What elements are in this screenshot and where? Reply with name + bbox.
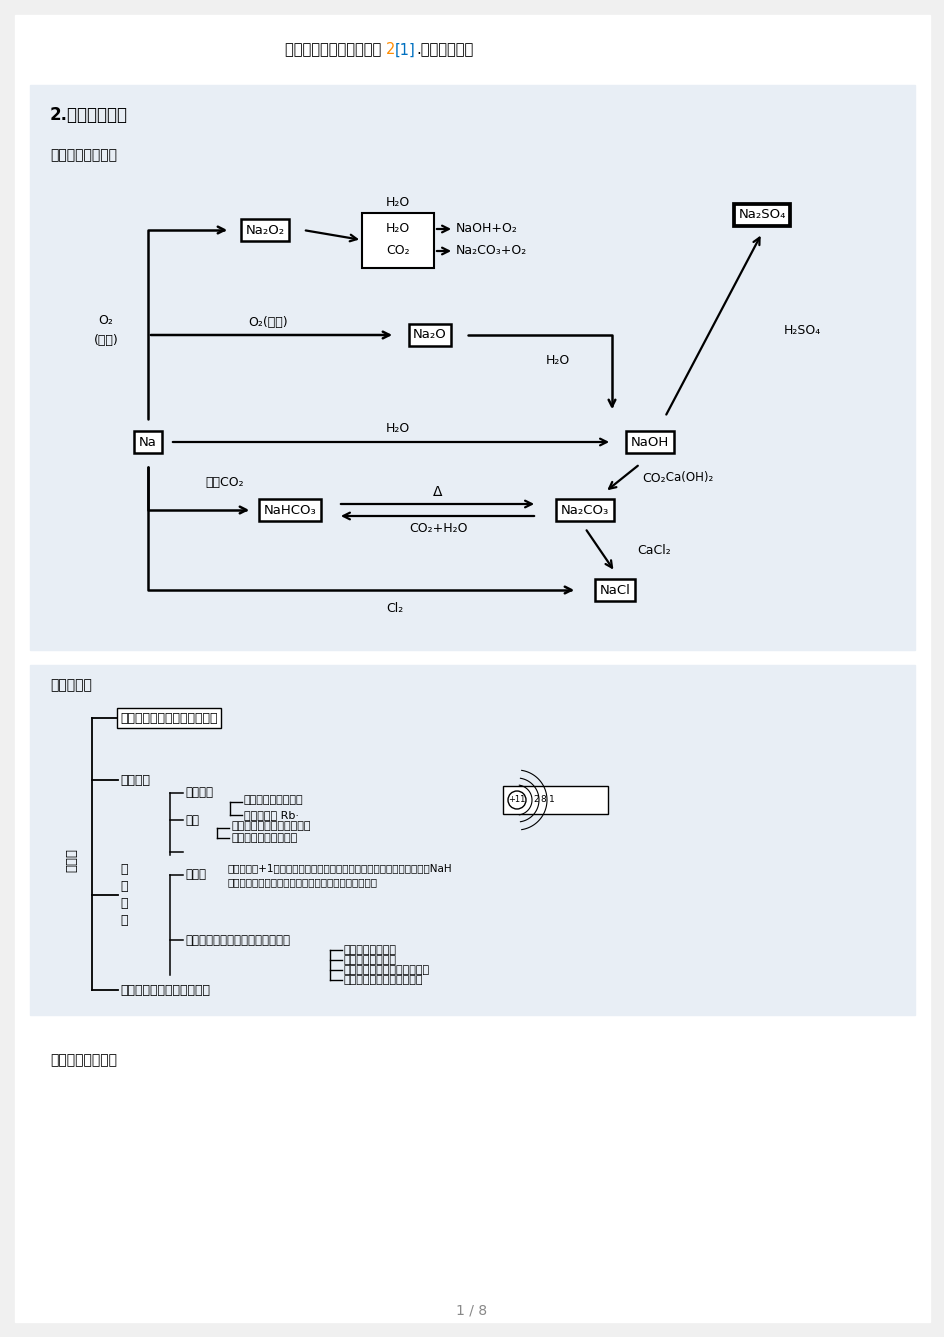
Text: 不同点：电子层数不同: 不同点：电子层数不同	[230, 833, 297, 844]
Text: 最高正价为+1，无气态氢化物，但能形成典型离子化合物的氧化物，如NaH: 最高正价为+1，无气态氢化物，但能形成典型离子化合物的氧化物，如NaH	[228, 862, 452, 873]
FancyBboxPatch shape	[362, 213, 433, 267]
Text: 原子结构: 原子结构	[120, 774, 150, 786]
Text: 电子式；铷 Rb·: 电子式；铷 Rb·	[244, 810, 298, 820]
Text: CO₂: CO₂	[641, 472, 665, 484]
Text: 原子半径由小到大: 原子半径由小到大	[344, 945, 396, 955]
Bar	[502, 786, 607, 814]
Text: 2.元素与化合物: 2.元素与化合物	[50, 106, 127, 124]
Text: +11: +11	[508, 796, 525, 805]
Circle shape	[508, 792, 526, 809]
Text: [1]: [1]	[395, 43, 415, 57]
Text: 相同点：最外层电子数相同: 相同点：最外层电子数相同	[230, 821, 311, 832]
Text: Na: Na	[139, 436, 157, 448]
Text: (燃烧): (燃烧)	[93, 333, 118, 346]
Text: Cl₂: Cl₂	[386, 602, 403, 615]
Text: Na₂CO₃: Na₂CO₃	[561, 504, 609, 516]
Text: 高中化学知识网络结构图: 高中化学知识网络结构图	[285, 43, 385, 57]
Text: 递变性（按原子序数递增的顺序）: 递变性（按原子序数递增的顺序）	[185, 933, 290, 947]
Text: 8: 8	[540, 796, 546, 805]
Text: 1: 1	[548, 796, 554, 805]
Text: O₂(缓慢): O₂(缓慢)	[248, 316, 288, 329]
Text: NaCl: NaCl	[598, 583, 630, 596]
Text: Na₂CO₃+O₂: Na₂CO₃+O₂	[456, 245, 527, 258]
Text: CaCl₂: CaCl₂	[636, 544, 670, 556]
Text: 单质的熔点、沸点逐渐降低: 单质的熔点、沸点逐渐降低	[344, 975, 423, 985]
Bar	[30, 86, 914, 650]
Text: H₂O: H₂O	[546, 353, 569, 366]
Text: 相似性: 相似性	[185, 869, 206, 881]
Text: Na₂SO₄: Na₂SO₄	[737, 209, 784, 222]
Text: 碱金属: 碱金属	[65, 848, 78, 872]
Text: 三、氯及其化合物: 三、氯及其化合物	[50, 1054, 117, 1067]
Text: O₂: O₂	[98, 313, 113, 326]
Text: 氧化物对应水化物为可溶性强碱，典型的活泼金属元素: 氧化物对应水化物为可溶性强碱，典型的活泼金属元素	[228, 877, 378, 886]
Text: .元素与化合物: .元素与化合物	[415, 43, 473, 57]
Text: 二、硨金属: 二、硨金属	[50, 678, 92, 693]
Text: 原子结构示意图；钠: 原子结构示意图；钠	[244, 796, 303, 805]
Text: Na₂O₂: Na₂O₂	[245, 223, 284, 237]
Text: 氧化物对应水化物的碱性增强: 氧化物对应水化物的碱性增强	[344, 965, 430, 975]
Text: Δ: Δ	[432, 485, 443, 499]
Text: H₂O: H₂O	[385, 222, 410, 235]
Text: Ca(OH)₂: Ca(OH)₂	[662, 472, 713, 484]
Text: CO₂: CO₂	[386, 245, 410, 258]
Text: 比较: 比较	[185, 813, 199, 826]
Bar	[30, 664, 914, 1015]
Text: H₂O: H₂O	[385, 197, 410, 209]
Text: 离子的检验方法：焰色反应: 离子的检验方法：焰色反应	[120, 984, 210, 996]
Text: 过量CO₂: 过量CO₂	[205, 476, 244, 489]
Text: H₂O: H₂O	[385, 422, 410, 436]
Text: NaOH+O₂: NaOH+O₂	[456, 222, 517, 235]
Text: H₂SO₄: H₂SO₄	[784, 324, 820, 337]
Text: 1 / 8: 1 / 8	[456, 1304, 487, 1317]
Text: 一、钓及其化合物: 一、钓及其化合物	[50, 148, 117, 162]
Text: Na₂O: Na₂O	[413, 329, 447, 341]
Text: 主
要
性
质: 主 要 性 质	[120, 862, 127, 927]
Text: CO₂+H₂O: CO₂+H₂O	[409, 521, 466, 535]
Text: 周期表中的位置（周期、族）: 周期表中的位置（周期、族）	[120, 711, 217, 725]
Text: NaHCO₃: NaHCO₃	[263, 504, 316, 516]
Text: 2: 2	[385, 43, 395, 57]
Text: 2: 2	[533, 796, 539, 805]
Text: 表示方法: 表示方法	[185, 786, 212, 800]
Text: 元素的金属性增强: 元素的金属性增强	[344, 955, 396, 965]
Text: NaOH: NaOH	[631, 436, 668, 448]
